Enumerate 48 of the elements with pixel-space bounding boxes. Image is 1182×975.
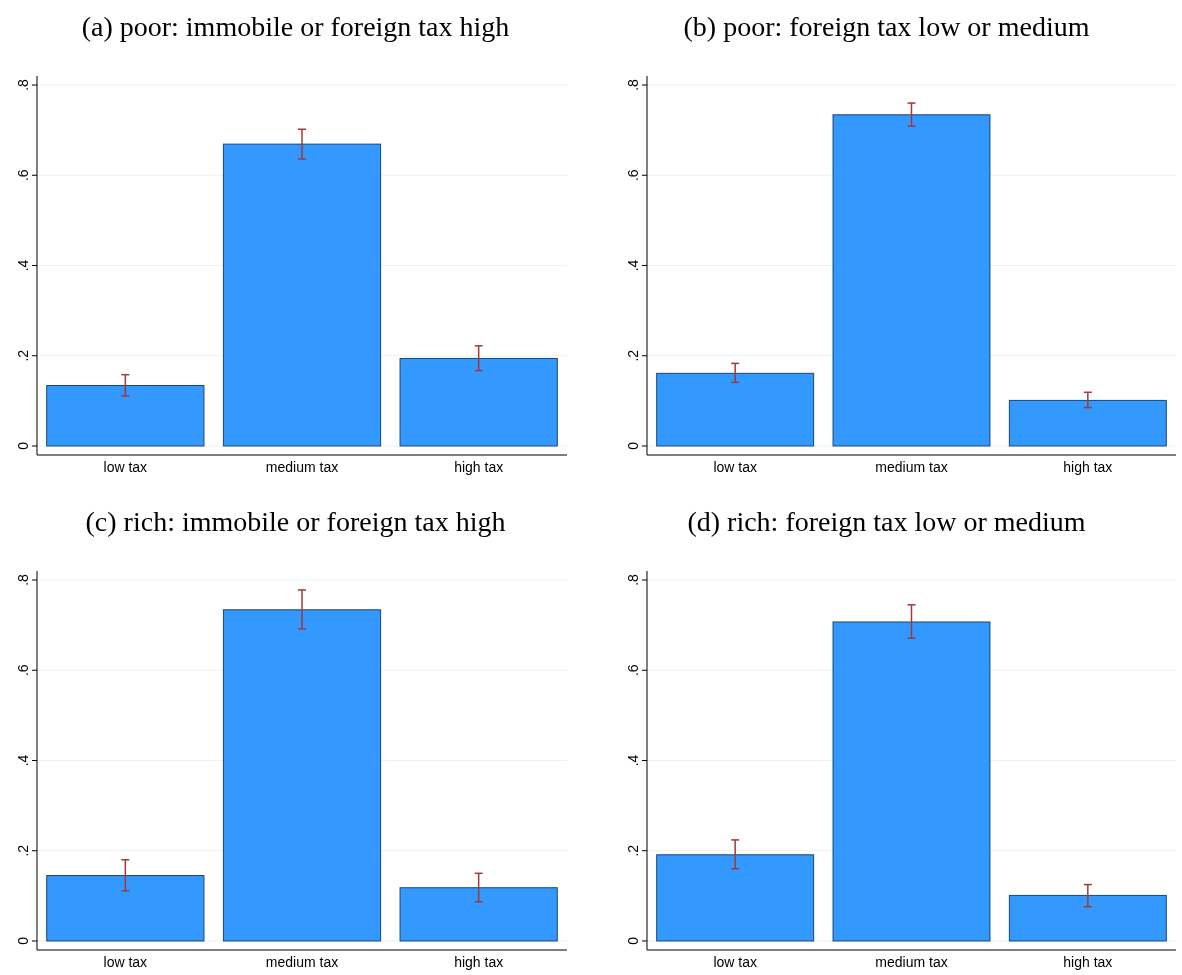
- bar: [46, 875, 205, 942]
- x-tick-label: high tax: [454, 459, 504, 475]
- y-tick-label: 0: [625, 936, 641, 945]
- y-tick-label: 0: [15, 936, 31, 945]
- y-tick-label: .4: [625, 754, 641, 767]
- x-tick-label: high tax: [1063, 459, 1113, 475]
- y-tick-label: .6: [625, 169, 641, 182]
- y-tick-label: .2: [625, 349, 641, 362]
- x-tick-label: medium tax: [265, 459, 339, 475]
- y-tick-label: .6: [625, 664, 641, 677]
- chart-title: (a) poor: immobile or foreign tax high: [81, 11, 510, 42]
- x-tick-label: medium tax: [265, 954, 339, 970]
- y-tick-label: .8: [15, 78, 31, 91]
- bar: [399, 357, 558, 447]
- bar: [1008, 399, 1167, 447]
- x-tick-label: high tax: [454, 954, 504, 970]
- bar: [222, 609, 382, 942]
- bar: [1008, 894, 1167, 942]
- x-tick-label: low tax: [713, 459, 757, 475]
- bar: [399, 887, 558, 942]
- x-tick-label: high tax: [1063, 954, 1113, 970]
- y-tick-label: .4: [15, 754, 31, 767]
- y-tick-label: .6: [15, 169, 31, 182]
- y-tick-label: .4: [625, 259, 641, 272]
- y-tick-label: 0: [15, 441, 31, 450]
- x-tick-label: medium tax: [875, 459, 948, 475]
- x-tick-label: low tax: [713, 954, 757, 970]
- y-tick-label: .8: [625, 573, 641, 586]
- bar: [46, 385, 205, 447]
- x-tick-label: low tax: [103, 954, 148, 970]
- bar: [656, 372, 815, 447]
- y-tick-label: 0: [625, 441, 641, 450]
- bar: [222, 143, 382, 447]
- y-tick-label: .4: [15, 259, 31, 272]
- y-tick-label: .8: [15, 573, 31, 586]
- chart-title: (d) rich: foreign tax low or medium: [687, 506, 1086, 537]
- chart-title: (c) rich: immobile or foreign tax high: [85, 506, 506, 537]
- chart-title: (b) poor: foreign tax low or medium: [683, 11, 1090, 42]
- x-tick-label: medium tax: [875, 954, 948, 970]
- y-tick-label: .8: [625, 78, 641, 91]
- bar: [832, 114, 991, 447]
- y-tick-label: .2: [15, 844, 31, 857]
- bar: [656, 854, 815, 942]
- y-tick-label: .6: [15, 664, 31, 677]
- y-tick-label: .2: [625, 844, 641, 857]
- bar: [832, 621, 991, 942]
- y-tick-label: .2: [15, 349, 31, 362]
- x-tick-label: low tax: [103, 459, 148, 475]
